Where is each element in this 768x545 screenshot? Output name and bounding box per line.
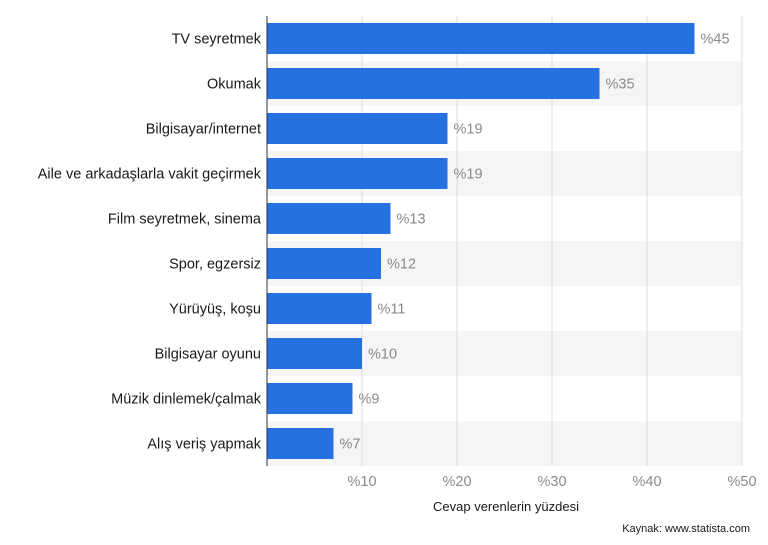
bar (267, 428, 334, 459)
category-label: Film seyretmek, sinema (108, 212, 262, 228)
bar (267, 383, 353, 414)
x-tick-label: %20 (442, 474, 471, 490)
category-label: Bilgisayar oyunu (155, 347, 261, 363)
bar (267, 68, 600, 99)
category-label: TV seyretmek (172, 32, 262, 48)
x-tick-label: %40 (632, 474, 661, 490)
category-label: Okumak (207, 77, 262, 93)
bar (267, 113, 448, 144)
x-tick-label: %50 (727, 474, 756, 490)
value-label: %19 (454, 167, 483, 183)
value-label: %7 (340, 437, 361, 453)
row-bands (267, 61, 742, 466)
row-band (267, 421, 742, 466)
value-label: %45 (701, 32, 730, 48)
category-label: Yürüyüş, koşu (169, 302, 261, 318)
bar (267, 23, 695, 54)
x-tick-label: %10 (347, 474, 376, 490)
bar (267, 248, 381, 279)
category-labels: TV seyretmek Okumak Bilgisayar/internet Ail… (38, 32, 262, 453)
category-label: Müzik dinlemek/çalmak (111, 392, 262, 408)
bar (267, 158, 448, 189)
value-label: %13 (397, 212, 426, 228)
x-tick-labels: %10 %20 %30 %40 %50 (347, 474, 756, 490)
category-label: Alış veriş yapmak (147, 437, 261, 453)
value-label: %9 (359, 392, 380, 408)
bar (267, 338, 362, 369)
value-label: %12 (387, 257, 416, 273)
bar (267, 293, 372, 324)
bars (267, 23, 695, 459)
value-label: %35 (606, 77, 635, 93)
category-label: Bilgisayar/internet (146, 122, 261, 138)
value-label: %11 (378, 302, 406, 318)
x-axis-title: Cevap verenlerin yüzdesi (433, 499, 579, 514)
x-tick-label: %30 (537, 474, 566, 490)
category-label: Aile ve arkadaşlarla vakit geçirmek (38, 167, 262, 183)
bar (267, 203, 391, 234)
value-label: %19 (454, 122, 483, 138)
category-label: Spor, egzersiz (169, 257, 261, 273)
value-labels: %45 %35 %19 %19 %13 %12 %11 %10 %9 %7 (340, 32, 730, 453)
source-label: Kaynak: www.statista.com (622, 523, 750, 535)
value-label: %10 (368, 347, 397, 363)
